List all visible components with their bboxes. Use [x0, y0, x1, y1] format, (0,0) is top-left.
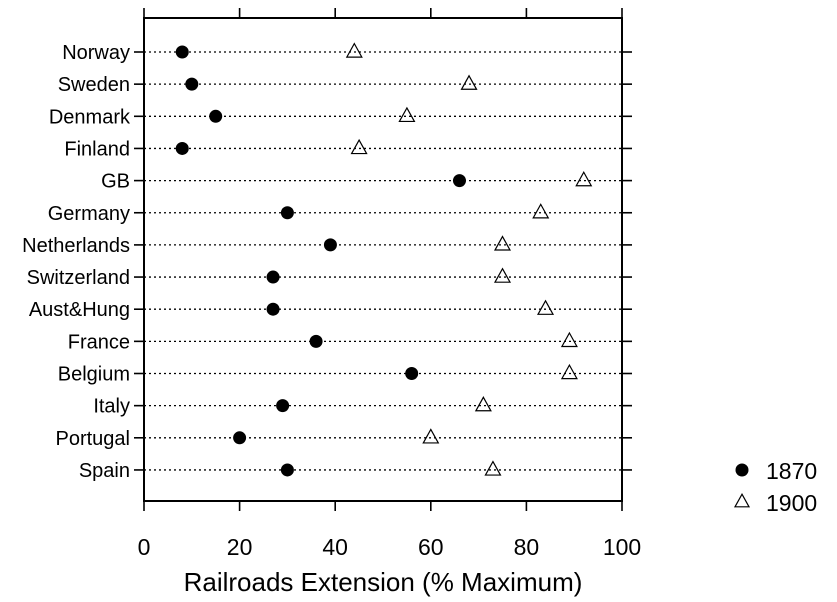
- point-1900-norway: [345, 42, 363, 58]
- legend-marker-triangle: [733, 492, 751, 508]
- point-1900-sweden: [460, 74, 478, 90]
- x-tick-label-80: 80: [514, 534, 540, 560]
- category-label-finland: Finland: [64, 138, 130, 160]
- category-label-switzerland: Switzerland: [27, 267, 130, 289]
- point-1900-gb: [575, 170, 593, 187]
- point-1900-spain: [484, 460, 502, 476]
- plot-frame: [143, 17, 623, 502]
- x-axis-label: Railroads Extension (% Maximum): [184, 567, 583, 597]
- category-label-france: France: [68, 331, 130, 353]
- point-1870-switzerland: [266, 270, 280, 284]
- point-1900-aust-hung: [537, 299, 555, 315]
- point-1870-aust-hung: [266, 302, 280, 316]
- category-label-italy: Italy: [93, 396, 130, 418]
- point-1870-belgium: [405, 367, 419, 380]
- point-1900-italy: [474, 396, 492, 412]
- category-label-germany: Germany: [48, 203, 130, 225]
- point-1900-denmark: [398, 106, 416, 123]
- legend-label-1870: 1870: [766, 458, 817, 484]
- legend: 1870 1900: [733, 458, 817, 516]
- point-1870-denmark: [209, 109, 223, 123]
- category-label-norway: Norway: [62, 42, 130, 64]
- point-1870-spain: [280, 463, 294, 477]
- point-1870-gb: [452, 174, 466, 188]
- point-1870-germany: [280, 206, 294, 220]
- point-1900-germany: [532, 203, 550, 219]
- legend-item-1870: 1870: [735, 458, 817, 484]
- point-1900-switzerland: [493, 267, 512, 283]
- point-1870-sweden: [185, 77, 199, 91]
- category-label-denmark: Denmark: [49, 106, 131, 128]
- point-1870-finland: [175, 141, 189, 155]
- category-label-spain: Spain: [79, 460, 130, 482]
- x-tick-label-20: 20: [227, 534, 253, 560]
- category-label-gb: GB: [101, 171, 130, 193]
- point-1900-netherlands: [493, 235, 512, 251]
- data-markers: [175, 42, 593, 477]
- point-1870-france: [309, 334, 323, 348]
- point-1870-italy: [276, 399, 290, 413]
- category-label-portugal: Portugal: [56, 428, 131, 450]
- point-1870-portugal: [233, 431, 247, 445]
- category-label-aust-hung: Aust&Hung: [29, 299, 130, 321]
- x-tick-label-40: 40: [322, 534, 348, 560]
- x-tick-label-60: 60: [418, 534, 444, 560]
- x-tick-label-100: 100: [603, 534, 641, 560]
- point-1870-norway: [175, 45, 189, 59]
- category-label-belgium: Belgium: [58, 364, 130, 386]
- point-1900-belgium: [560, 363, 578, 380]
- point-1900-finland: [350, 138, 368, 155]
- point-1900-france: [560, 331, 578, 348]
- category-label-sweden: Sweden: [58, 74, 130, 96]
- category-labels: Norway Sweden Denmark Finland GB Germany Nethe…: [22, 42, 131, 482]
- legend-marker-circle: [735, 463, 749, 477]
- legend-label-1900: 1900: [766, 490, 817, 516]
- category-label-netherlands: Netherlands: [22, 235, 130, 257]
- axis-ticks: [134, 8, 632, 511]
- legend-item-1900: 1900: [733, 490, 817, 516]
- x-tick-label-0: 0: [138, 534, 151, 560]
- point-1870-netherlands: [323, 238, 337, 252]
- point-1900-portugal: [422, 428, 440, 444]
- x-tick-labels: 0 20 40 60 80 100: [138, 534, 642, 560]
